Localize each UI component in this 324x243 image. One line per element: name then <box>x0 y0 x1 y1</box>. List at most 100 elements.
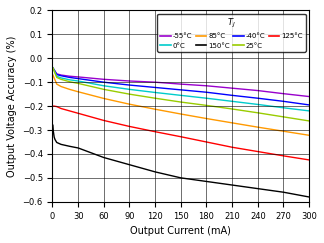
125°C <box>76 112 80 115</box>
125°C <box>204 140 208 143</box>
25°C <box>256 111 260 114</box>
25°C <box>102 88 106 91</box>
25°C <box>179 101 183 104</box>
125°C <box>153 130 157 133</box>
150°C <box>53 138 57 141</box>
0°C <box>153 91 157 94</box>
85°C <box>76 90 80 93</box>
25°C <box>204 104 208 107</box>
150°C <box>102 156 106 159</box>
150°C <box>128 163 132 166</box>
-40°C <box>76 77 80 80</box>
85°C <box>55 83 59 86</box>
-55°C <box>51 66 55 69</box>
0°C <box>76 79 80 82</box>
0°C <box>282 106 285 109</box>
125°C <box>52 105 56 108</box>
-55°C <box>179 83 183 86</box>
85°C <box>153 108 157 111</box>
-40°C <box>59 74 63 77</box>
-40°C <box>128 84 132 87</box>
Y-axis label: Output Voltage Accuracy (%): Output Voltage Accuracy (%) <box>7 35 17 177</box>
85°C <box>307 134 311 137</box>
-40°C <box>68 76 72 79</box>
25°C <box>76 82 80 85</box>
125°C <box>59 107 63 110</box>
85°C <box>59 85 63 88</box>
125°C <box>51 105 55 108</box>
0°C <box>128 88 132 91</box>
150°C <box>307 196 311 199</box>
25°C <box>51 66 55 69</box>
0°C <box>68 78 72 81</box>
150°C <box>55 141 59 144</box>
150°C <box>204 180 208 183</box>
-55°C <box>76 76 80 78</box>
-40°C <box>51 66 55 69</box>
Line: 25°C: 25°C <box>53 68 309 121</box>
-40°C <box>204 91 208 94</box>
85°C <box>102 97 106 100</box>
-55°C <box>204 84 208 87</box>
0°C <box>256 103 260 106</box>
150°C <box>68 145 72 148</box>
125°C <box>256 150 260 153</box>
-40°C <box>307 104 311 106</box>
-40°C <box>282 100 285 103</box>
25°C <box>153 97 157 100</box>
0°C <box>51 66 55 69</box>
Legend: -55°C, 0°C, 85°C, 150°C, -40°C, 25°C, 125°C: -55°C, 0°C, 85°C, 150°C, -40°C, 25°C, 12… <box>157 14 306 52</box>
25°C <box>230 107 234 110</box>
125°C <box>230 146 234 149</box>
85°C <box>230 122 234 124</box>
85°C <box>51 74 55 77</box>
Line: -55°C: -55°C <box>53 68 309 96</box>
85°C <box>179 113 183 115</box>
25°C <box>282 115 285 118</box>
125°C <box>102 119 106 122</box>
85°C <box>128 103 132 106</box>
85°C <box>68 88 72 91</box>
-40°C <box>55 73 59 76</box>
-40°C <box>102 81 106 84</box>
-40°C <box>230 94 234 97</box>
-55°C <box>102 78 106 81</box>
25°C <box>307 120 311 122</box>
150°C <box>282 191 285 194</box>
150°C <box>52 130 55 133</box>
-55°C <box>282 92 285 95</box>
Line: 85°C: 85°C <box>53 75 309 135</box>
150°C <box>76 147 80 149</box>
85°C <box>256 126 260 129</box>
25°C <box>55 76 59 79</box>
150°C <box>153 170 157 173</box>
125°C <box>179 135 183 138</box>
25°C <box>128 93 132 95</box>
0°C <box>204 97 208 100</box>
-40°C <box>179 88 183 91</box>
150°C <box>51 124 55 127</box>
-40°C <box>256 97 260 100</box>
25°C <box>68 80 72 83</box>
150°C <box>179 176 183 179</box>
-55°C <box>68 75 72 78</box>
0°C <box>179 94 183 97</box>
150°C <box>256 187 260 190</box>
0°C <box>230 100 234 103</box>
Line: 150°C: 150°C <box>53 125 309 197</box>
Line: 125°C: 125°C <box>53 106 309 160</box>
85°C <box>282 130 285 133</box>
0°C <box>102 84 106 87</box>
150°C <box>230 183 234 186</box>
-55°C <box>59 74 63 77</box>
-55°C <box>55 72 59 75</box>
Line: 0°C: 0°C <box>53 68 309 111</box>
0°C <box>307 109 311 112</box>
125°C <box>68 109 72 112</box>
-55°C <box>128 79 132 82</box>
25°C <box>59 78 63 81</box>
85°C <box>204 117 208 120</box>
-55°C <box>153 81 157 84</box>
125°C <box>128 125 132 128</box>
150°C <box>52 136 56 139</box>
